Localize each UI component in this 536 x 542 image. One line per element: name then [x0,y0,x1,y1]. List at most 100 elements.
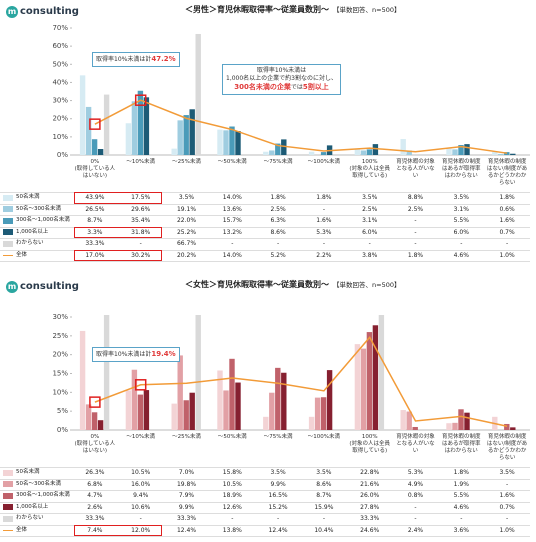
bar [183,400,189,430]
x-tick-label: ～75%未満 [263,434,293,440]
line-series [94,99,508,154]
annotation-text: では [290,84,303,91]
bar [446,148,452,155]
bar [452,422,458,430]
table-cell: 8.8% [407,194,424,201]
table-cell: 13.2% [222,228,242,236]
table-cell: 17.5% [131,194,151,201]
table-cell: 4.6% [453,251,469,259]
y-tick-label: 70% [52,24,68,32]
table-cell: 4.9% [407,480,424,488]
annotation-text: 1,000名以上の企業で約3割なのに対し、 [226,75,337,82]
row-line [0,192,530,193]
table-cell: 6.0% [362,228,378,236]
table-cell: 66.7% [176,240,197,247]
bar [308,416,315,430]
table-cell: 33.3% [85,515,105,522]
legend-swatch [3,492,13,499]
table-cell: 3.1% [453,205,469,213]
bar [189,392,195,430]
bar [458,409,464,430]
table-cell: 16.0% [131,480,151,488]
bar [464,412,470,430]
annotation-text: 取得率10%未満は [256,67,307,74]
table-cell: - [414,228,417,236]
bar [143,390,150,430]
bar [229,126,235,155]
x-tick-label: 育児休暇の対象となる人がいない [396,159,435,179]
x-tick-label: ～100%未満 [307,434,341,440]
table-cell: 5.5% [453,492,469,499]
bar [85,404,92,430]
table-cell: 2.4% [407,526,424,534]
bar [177,120,183,155]
table-cell: 22.8% [360,469,380,476]
line-series [94,336,508,427]
table-cell: 16.5% [268,492,288,499]
table-cell: 3.5% [499,469,515,476]
annotation-line: 1,000名以上の企業で約3割なのに対し、 [226,75,337,83]
logo-text: consulting [20,6,79,17]
table-cell: 13.6% [222,205,242,213]
legend-swatch [3,469,13,476]
table-cell: 25.2% [176,228,197,236]
table-cell: 3.5% [453,194,469,201]
table-cell: 26.3% [85,469,105,476]
x-tick-label: ～75%未満 [263,159,293,165]
y-tick-label: 10% [52,388,68,396]
table-cell: 10.5% [131,469,151,476]
bar [366,332,373,430]
row-line [0,467,530,468]
table-cell: 14.0% [222,194,242,201]
bar [269,150,275,155]
x-tick-label: 0% (取得している人はいない) [74,159,116,179]
bar [177,355,183,430]
table-cell: 33.3% [360,515,380,522]
legend-swatch [3,240,13,247]
legend-label: わからない [16,240,44,246]
table-cell: 3.6% [453,526,469,534]
table-cell: 3.5% [362,194,378,201]
table-cell: 4.6% [453,503,469,511]
table-cell: 18.9% [222,492,242,499]
x-tick-label: 育児休暇の制度はあるが取得率はわからない [442,159,481,179]
x-tick-label: ～10%未満 [126,434,156,440]
bar [125,123,132,155]
chart: 0% 10% 20% 30% 40% 50% 60% 70% [52,24,530,159]
table-cell: 31.8% [131,228,151,236]
table-cell: 5.3% [316,228,332,236]
bar [183,115,189,155]
bar [235,382,241,430]
table-cell: - [414,240,417,247]
plot [79,315,516,430]
highlight-square [89,118,101,130]
bar [412,426,418,430]
table-cell: 12.4% [176,526,197,534]
legend-label: 50名未満 [16,469,40,475]
annotation-text: 5割以上 [302,83,329,91]
table-cell: 1.0% [499,526,515,534]
bar [143,97,150,155]
x-tick-label: 0% (取得している人はいない) [74,434,116,454]
annotation-text: 19.4% [151,350,176,358]
bar [217,129,223,155]
row-line [0,478,530,480]
bar [360,150,367,155]
bar [308,151,315,155]
legend-swatch [3,229,13,235]
legend-label: 300名～1,000名未満 [16,217,70,223]
highlight-box [74,249,162,261]
bar [97,420,104,430]
table-cell: 35.4% [131,217,151,224]
table-cell: 27.8% [360,503,380,511]
bar [235,131,241,155]
x-tick-label: 100% (対象の人は全員取得している) [349,434,391,454]
table-cell: 5.5% [453,217,469,224]
table-cell: 24.6% [360,526,380,534]
table-cell: 15.8% [222,469,242,476]
table-cell: 1.9% [453,480,469,488]
y-tick-label: 40% [52,78,68,86]
table-cell: 2.6% [87,503,103,511]
table-cell: 2.5% [362,205,378,213]
bar [85,106,92,155]
